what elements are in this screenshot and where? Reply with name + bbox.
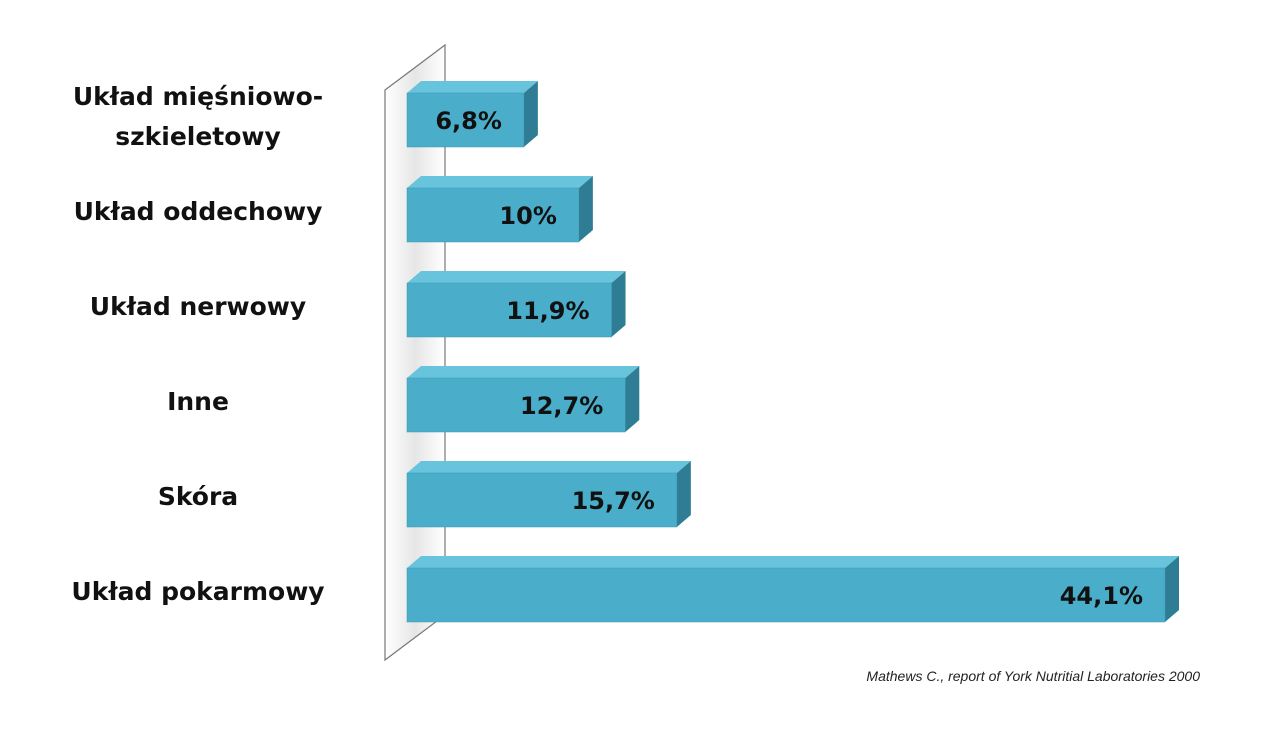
category-label: Układ oddechowy <box>73 197 323 226</box>
value-label: 6,8% <box>435 107 502 135</box>
bar-side <box>611 271 626 337</box>
source: Mathews C., report of York Nutritial Lab… <box>866 668 1200 684</box>
bar <box>406 472 678 528</box>
bar-side <box>625 366 640 432</box>
bar-side <box>1165 556 1179 622</box>
category-label: Układ pokarmowy <box>71 577 325 606</box>
bar <box>406 567 1166 623</box>
bar-top <box>407 176 593 188</box>
bar <box>406 92 525 148</box>
bar-top <box>407 556 1179 568</box>
value-label: 10% <box>499 202 556 230</box>
bar-side <box>523 81 538 147</box>
bar <box>406 377 626 433</box>
value-label: 15,7% <box>572 487 655 515</box>
bar <box>406 282 612 338</box>
bar-top <box>407 81 538 93</box>
bar-top <box>407 271 626 283</box>
bar-side <box>578 176 593 242</box>
category-label: Układ nerwowy <box>89 292 307 321</box>
value-label: 44,1% <box>1060 582 1143 610</box>
category-label: Inne <box>167 387 229 416</box>
category-label: Układ mięśniowo-szkieletowy <box>72 82 324 151</box>
bar-top <box>407 461 691 473</box>
bar <box>406 187 580 243</box>
value-label: 11,9% <box>506 297 589 325</box>
value-label: 12,7% <box>520 392 603 420</box>
bar-side <box>676 461 691 527</box>
bar-top <box>407 366 640 378</box>
category-label: Skóra <box>157 482 239 511</box>
